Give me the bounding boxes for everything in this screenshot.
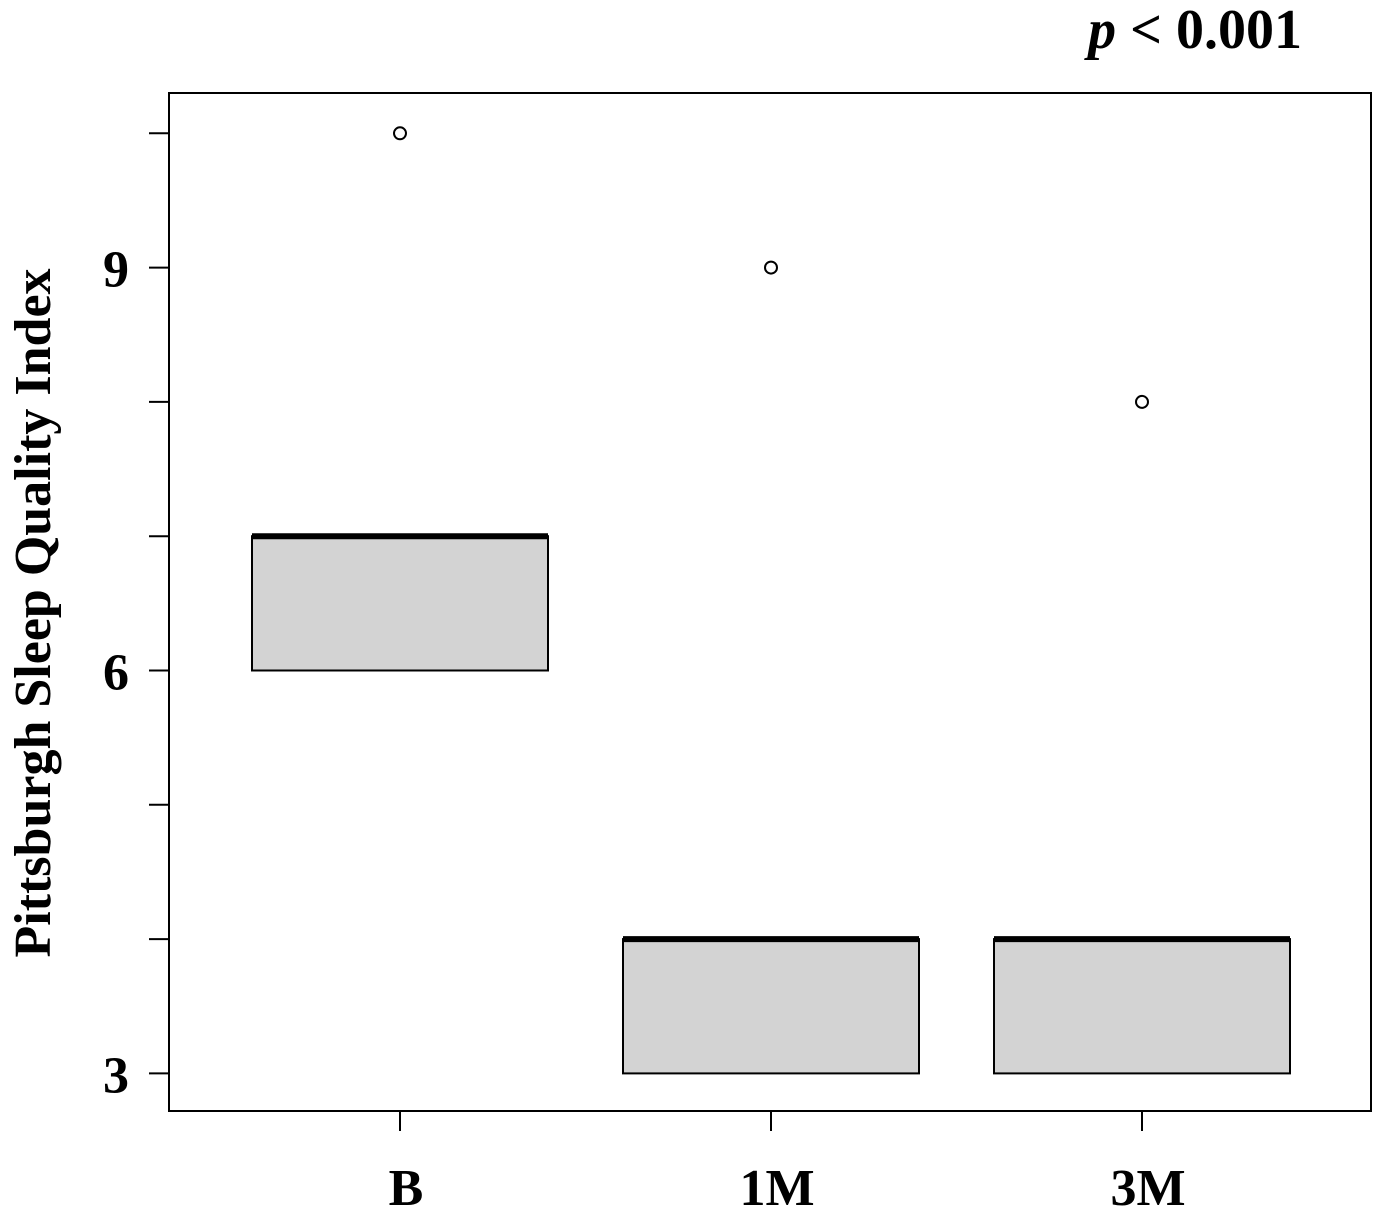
y-tick-label: 9: [103, 242, 129, 299]
box-iqr: [251, 535, 549, 672]
box-iqr: [993, 938, 1291, 1075]
outlier-point: [393, 126, 407, 141]
p-value-rest: < 0.001: [1116, 0, 1302, 61]
box-iqr: [622, 938, 920, 1075]
p-value-annotation: p < 0.001: [1084, 0, 1302, 61]
y-tick-label: 3: [103, 1047, 129, 1104]
y-axis-label: Pittsburgh Sleep Quality Index: [5, 268, 62, 957]
plot-area: 3 6 9 B 1M 3M: [103, 92, 1372, 1217]
x-tick-label: B: [389, 1160, 424, 1217]
p-value-italic: p: [1084, 0, 1116, 61]
y-tick-label: 6: [103, 644, 129, 701]
outlier-point: [764, 260, 778, 275]
outlier-point: [1135, 394, 1149, 409]
x-tick-label: 3M: [1110, 1160, 1185, 1217]
x-tick-label: 1M: [739, 1160, 814, 1217]
